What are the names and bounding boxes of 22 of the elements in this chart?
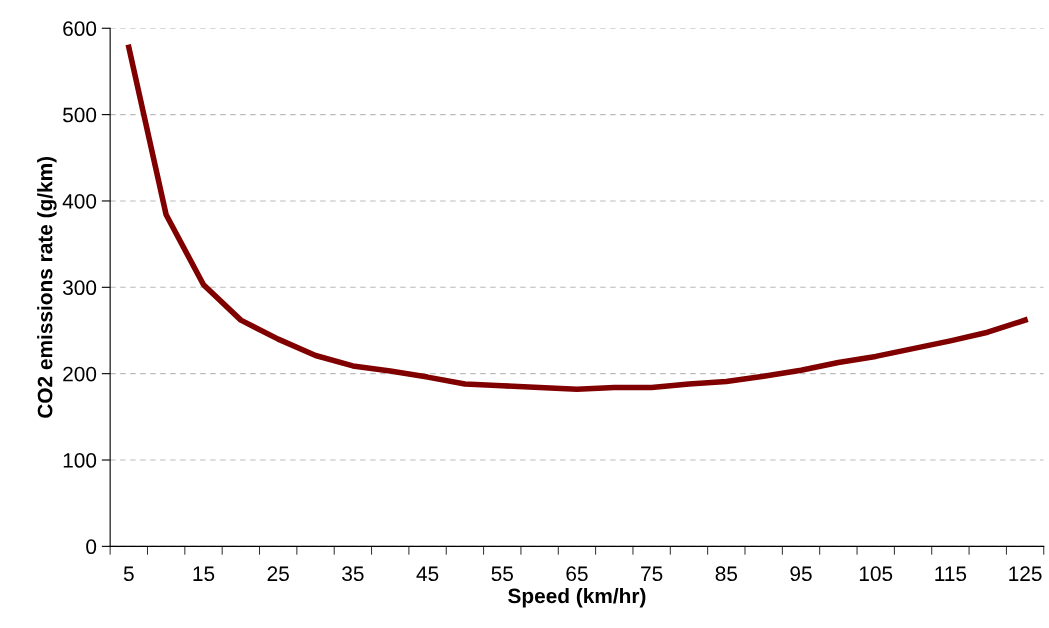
x-tick-label: 65 (566, 566, 588, 582)
x-tick-label: 5 (123, 566, 134, 582)
x-tick-label: 45 (416, 566, 439, 582)
y-tick-label: 200 (63, 366, 97, 382)
x-tick-label: 55 (491, 566, 513, 582)
x-tick-label: 85 (715, 566, 738, 582)
x-tick-label: 105 (859, 566, 893, 582)
y-tick-label: 100 (63, 453, 97, 468)
x-tick-label: 75 (641, 566, 663, 582)
y-tick-label: 500 (63, 107, 97, 123)
y-tick-label: 300 (62, 280, 97, 296)
x-tick-label: 35 (342, 566, 364, 582)
y-tick-label: 400 (62, 193, 97, 209)
x-tick-label: 125 (1009, 566, 1042, 582)
x-tick-label: 15 (193, 566, 215, 582)
y-tick-label: 600 (63, 21, 97, 37)
x-tick-label: 115 (935, 566, 967, 582)
x-tick-label: 95 (790, 566, 812, 582)
y-axis-title: CO2 emissions rate (g/km) (37, 156, 57, 418)
x-axis-title: Speed (km/hr) (508, 588, 646, 608)
y-tick-label: 0 (86, 539, 97, 555)
x-tick-label: 25 (267, 566, 289, 582)
